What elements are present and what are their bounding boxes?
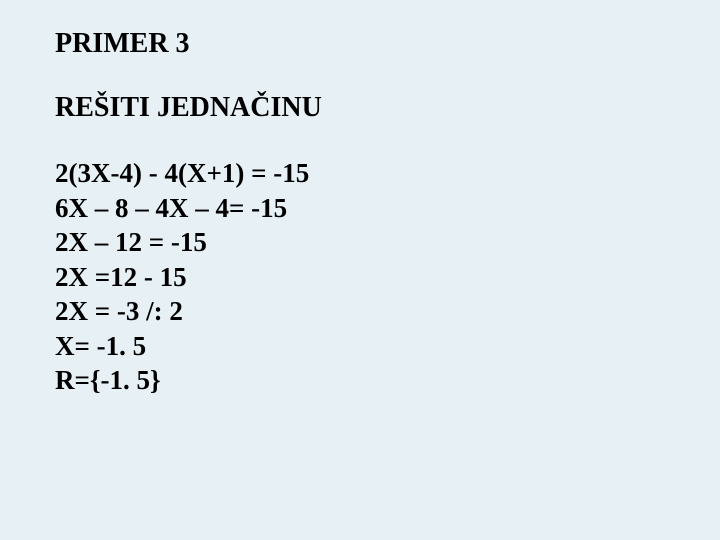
subtitle: REŠITI JEDNAČINU: [55, 92, 720, 124]
equation-line: 6X – 8 – 4X – 4= -15: [55, 191, 720, 226]
equation-line: 2X =12 - 15: [55, 260, 720, 295]
equation-line: 2X = -3 /: 2: [55, 294, 720, 329]
equation-block: 2(3X-4) - 4(X+1) = -15 6X – 8 – 4X – 4= …: [55, 156, 720, 398]
equation-line: R={-1. 5}: [55, 363, 720, 398]
equation-line: 2(3X-4) - 4(X+1) = -15: [55, 156, 720, 191]
equation-line: X= -1. 5: [55, 329, 720, 364]
equation-line: 2X – 12 = -15: [55, 225, 720, 260]
page-title: PRIMER 3: [55, 28, 720, 60]
